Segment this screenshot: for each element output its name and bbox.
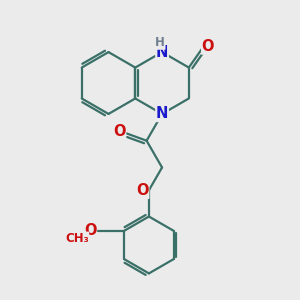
Text: O: O	[202, 39, 214, 54]
Text: O: O	[113, 124, 126, 140]
Text: H: H	[155, 36, 165, 49]
Text: O: O	[136, 183, 149, 198]
Text: N: N	[156, 45, 168, 60]
Text: N: N	[156, 106, 168, 122]
Text: CH₃: CH₃	[65, 232, 89, 245]
Text: O: O	[84, 223, 96, 238]
